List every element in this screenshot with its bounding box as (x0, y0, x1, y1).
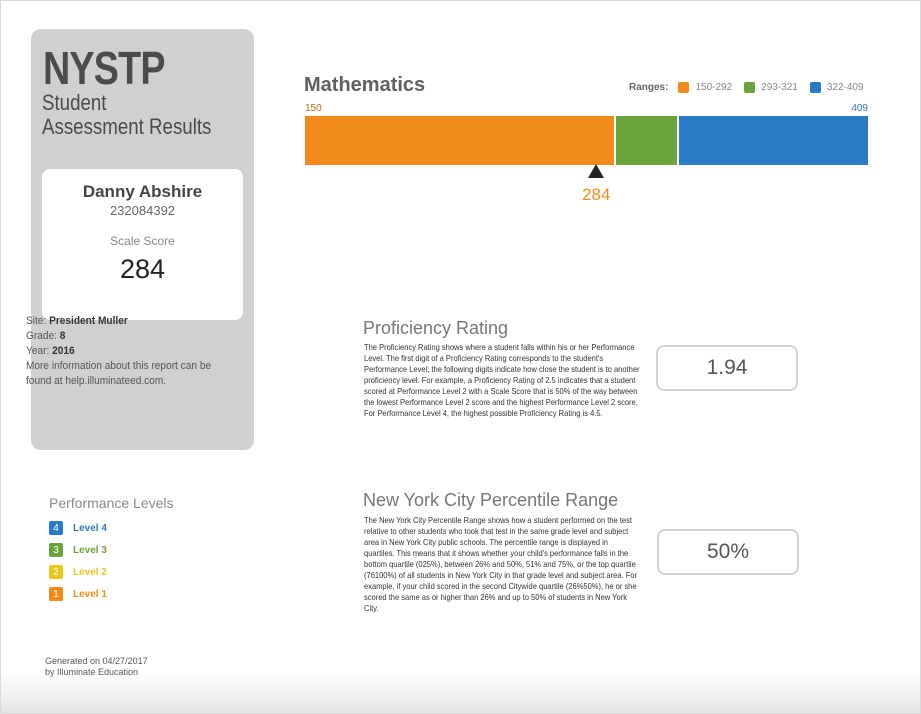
level-row: 1 Level 1 (49, 583, 174, 605)
grade-label: Grade: (26, 330, 57, 342)
student-card: Danny Abshire 232084392 Scale Score 284 (42, 169, 243, 320)
score-bar-segment (305, 116, 614, 165)
range-legend-item: 293-321 (744, 82, 798, 93)
site-label: Site: (26, 315, 47, 327)
report-subtitle: Student Assessment Results (42, 90, 212, 139)
student-name: Danny Abshire (82, 182, 203, 201)
score-bar-segment (613, 116, 677, 165)
year-label: Year: (26, 345, 50, 357)
brand-title: NYSTP (43, 42, 165, 94)
subject-title: Mathematics (304, 74, 426, 96)
level-label: Level 3 (73, 544, 107, 556)
ranges-label: Ranges: (629, 82, 669, 93)
level-label: Level 2 (73, 566, 107, 578)
level-row: 2 Level 2 (49, 561, 174, 583)
scale-min-label: 150 (305, 103, 322, 114)
level-number-badge: 3 (49, 543, 63, 557)
level-row: 4 Level 4 (49, 517, 174, 539)
site-line: Site: President Muller (26, 314, 224, 329)
score-marker-value: 284 (582, 185, 611, 204)
scale-score-value: 284 (119, 254, 166, 284)
range-swatch (809, 82, 821, 93)
student-info: Site: President Muller Grade: 8 Year: 20… (26, 314, 241, 389)
site-value: President Muller (49, 315, 128, 327)
ranges-legend: Ranges: 150-292 293-321 322-409 (629, 82, 864, 93)
range-legend-item: 322-409 (809, 82, 864, 93)
percentile-value: 50% (657, 529, 799, 575)
performance-levels-title: Performance Levels (49, 495, 174, 511)
grade-line: Grade: 8 (26, 329, 224, 344)
scale-max-label: 409 (851, 103, 868, 114)
level-row: 3 Level 3 (49, 539, 174, 561)
percentile-title: New York City Percentile Range (363, 490, 619, 510)
level-number-badge: 4 (49, 521, 63, 535)
level-number-badge: 2 (49, 565, 63, 579)
page-bottom-shade (1, 671, 920, 713)
score-bar-segment (676, 116, 868, 165)
grade-value: 8 (59, 330, 66, 342)
level-label: Level 4 (73, 522, 107, 534)
student-id: 232084392 (109, 203, 176, 218)
performance-levels-legend: Performance Levels 4 Level 4 3 Level 3 2 Leve… (49, 495, 174, 605)
range-legend-item: 150-292 (678, 82, 732, 93)
proficiency-description: The Proficiency Rating shows where a stu… (364, 343, 640, 418)
proficiency-value: 1.94 (656, 345, 798, 391)
year-line: Year: 2016 (26, 344, 224, 359)
scale-score-label: Scale Score (110, 234, 175, 248)
generated-date: Generated on 04/27/2017 (45, 656, 148, 666)
range-swatch (678, 82, 690, 93)
level-label: Level 1 (73, 588, 107, 600)
range-legend-label: 150-292 (695, 82, 733, 93)
score-range-bar (305, 116, 868, 165)
range-legend-label: 293-321 (761, 82, 798, 93)
more-info-text: More information about this report can b… (26, 360, 212, 387)
student-summary-panel: NYSTP Student Assessment Results Danny A… (31, 29, 254, 450)
score-marker-icon (588, 164, 605, 178)
level-number-badge: 1 (49, 587, 63, 601)
range-legend-label: 322-409 (826, 82, 864, 93)
year-value: 2016 (52, 345, 75, 357)
percentile-description: The New York City Percentile Range shows… (364, 516, 637, 613)
range-swatch (744, 82, 756, 93)
proficiency-title: Proficiency Rating (363, 318, 509, 338)
